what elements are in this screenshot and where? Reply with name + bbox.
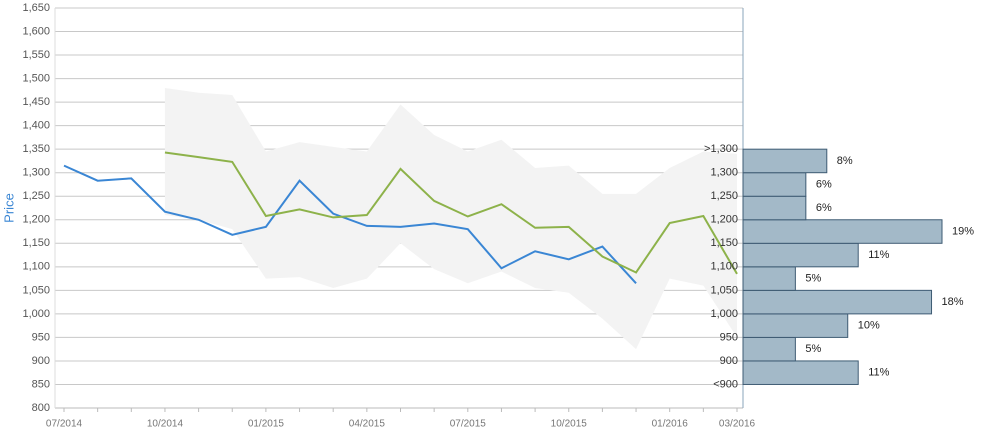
hist-tick-label: 1,150: [710, 237, 738, 249]
hist-bar: [742, 360, 859, 385]
hist-bar: [742, 266, 796, 291]
x-tick-label: 01/2016: [652, 419, 689, 430]
x-tick-label: 07/2014: [46, 419, 83, 430]
y-tick-label: 950: [32, 331, 50, 343]
hist-tick-label: 1,050: [710, 284, 738, 296]
x-tick-label: 01/2015: [248, 419, 285, 430]
hist-value-label: 6%: [816, 178, 832, 190]
y-tick-label: 1,450: [22, 96, 50, 108]
y-tick-label: 1,350: [22, 143, 50, 155]
y-tick-label: 900: [32, 355, 50, 367]
y-tick-label: 1,100: [22, 261, 50, 273]
hist-tick-label: 1,200: [710, 214, 738, 226]
price-line: [63, 164, 637, 284]
y-tick-label: 1,050: [22, 284, 50, 296]
hist-tick-label: 900: [720, 355, 738, 367]
y-tick-label: 1,300: [22, 167, 50, 179]
y-tick-label: 1,550: [22, 49, 50, 61]
hist-tick-label: 950: [720, 331, 738, 343]
price-line: [164, 151, 738, 275]
hist-tick-label: 1,250: [710, 190, 738, 202]
hist-bar: [742, 336, 796, 362]
y-tick-label: 800: [32, 402, 50, 414]
hist-tick-label: 1,000: [710, 308, 738, 320]
hist-tick-label: 1,100: [710, 261, 738, 273]
x-tick-label: 07/2015: [450, 419, 487, 430]
hist-bar: [742, 242, 859, 268]
hist-value-label: 8%: [837, 155, 853, 167]
hist-bar: [742, 289, 933, 315]
range-band: [164, 88, 737, 350]
hist-bar: [742, 172, 807, 197]
y-axis-label: Price: [1, 193, 16, 223]
hist-value-label: 5%: [805, 343, 821, 355]
hist-tick-label: >1,300: [704, 143, 738, 155]
x-tick-label: 03/2016: [719, 419, 756, 430]
hist-tick-label: <900: [713, 378, 738, 390]
y-tick-label: 1,600: [22, 25, 50, 37]
x-tick-label: 04/2015: [349, 419, 386, 430]
hist-value-label: 6%: [816, 202, 832, 214]
y-tick-label: 1,000: [22, 308, 50, 320]
hist-value-label: 19%: [952, 225, 974, 237]
y-tick-label: 1,150: [22, 237, 50, 249]
hist-value-label: 5%: [805, 272, 821, 284]
hist-value-label: 11%: [868, 249, 889, 261]
hist-bar: [742, 148, 828, 174]
y-tick-label: 1,200: [22, 214, 50, 226]
y-tick-label: 850: [32, 378, 50, 390]
hist-bar: [742, 195, 807, 221]
y-tick-label: 1,650: [22, 2, 50, 14]
y-tick-label: 1,250: [22, 190, 50, 202]
hist-value-label: 10%: [858, 320, 880, 332]
x-tick-label: 10/2015: [551, 419, 588, 430]
x-tick-label: 10/2014: [147, 419, 184, 430]
hist-value-label: 18%: [942, 296, 964, 308]
y-tick-label: 1,500: [22, 72, 50, 84]
hist-value-label: 11%: [868, 367, 889, 379]
y-tick-label: 1,400: [22, 120, 50, 132]
hist-bar: [742, 313, 849, 338]
hist-bar: [742, 219, 943, 244]
hist-tick-label: 1,300: [710, 167, 738, 179]
